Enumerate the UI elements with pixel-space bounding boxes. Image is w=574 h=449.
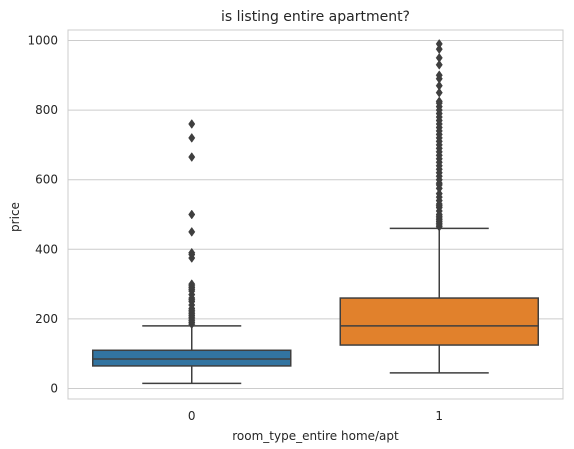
y-axis-label: price bbox=[8, 202, 22, 232]
outlier-point bbox=[188, 132, 196, 143]
outlier-point bbox=[188, 247, 196, 258]
outlier-point bbox=[188, 119, 196, 129]
y-tick-label: 1000 bbox=[27, 33, 58, 47]
outlier-point bbox=[188, 209, 196, 220]
outlier-point bbox=[435, 188, 443, 199]
y-tick-label: 800 bbox=[35, 103, 58, 117]
y-tick-label: 0 bbox=[50, 382, 58, 396]
chart-title: is listing entire apartment? bbox=[221, 9, 410, 25]
boxes bbox=[92, 38, 539, 385]
y-tick-label: 200 bbox=[35, 312, 58, 326]
outlier-point bbox=[188, 226, 196, 237]
plot-frame bbox=[67, 29, 564, 400]
outlier-point bbox=[188, 152, 196, 162]
x-tick-label: 1 bbox=[435, 409, 443, 423]
outlier-point bbox=[435, 52, 443, 63]
outlier-point bbox=[435, 44, 443, 55]
outlier-point bbox=[435, 96, 443, 107]
x-axis-label: room_type_entire home/apt bbox=[232, 429, 399, 443]
box-group-1 bbox=[339, 38, 539, 374]
box-iqr bbox=[92, 349, 292, 367]
outlier-point bbox=[435, 38, 443, 49]
outlier-point bbox=[188, 279, 196, 290]
outlier-point bbox=[435, 59, 443, 70]
y-tick-label: 600 bbox=[35, 173, 58, 187]
axes: 0 200 400 600 800 1000 0 1 bbox=[27, 29, 564, 423]
y-tick-label: 400 bbox=[35, 242, 58, 256]
x-tick-label: 0 bbox=[188, 409, 196, 423]
box-group-0 bbox=[92, 119, 292, 385]
outlier-point bbox=[435, 70, 443, 81]
box-iqr bbox=[339, 297, 539, 346]
grid-lines bbox=[68, 39, 563, 390]
outlier-point bbox=[435, 87, 443, 98]
outlier-point bbox=[435, 80, 443, 91]
